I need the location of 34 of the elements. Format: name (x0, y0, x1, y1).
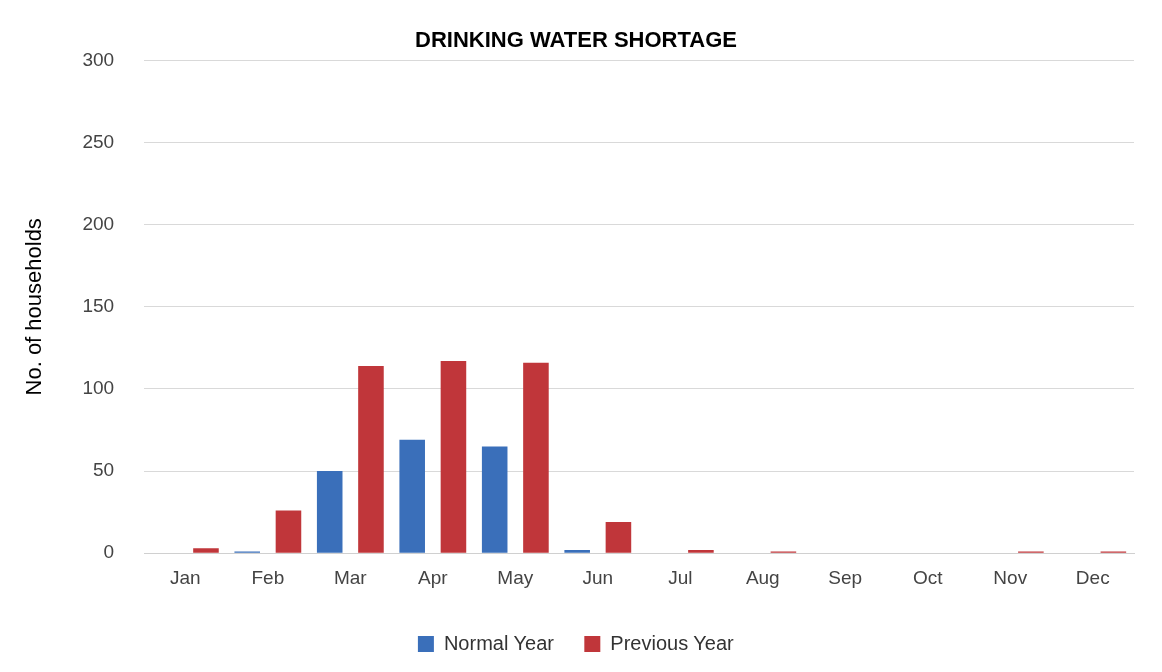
x-tick-label: Oct (912, 566, 944, 588)
x-tick-label: Feb (251, 566, 285, 588)
y-tick-label: 100 (82, 377, 115, 399)
bar (605, 521, 632, 553)
x-tick-label: Dec (1075, 566, 1110, 588)
x-tick-label: Sep (828, 566, 863, 588)
bar (440, 361, 467, 553)
legend-label: Normal Year (443, 631, 555, 654)
x-tick-label: Jul (668, 566, 693, 588)
bar (688, 549, 714, 553)
bar (193, 548, 219, 553)
x-tick-label: Jan (170, 566, 201, 588)
x-tick-label: May (497, 566, 534, 588)
y-tick-label: 200 (82, 212, 115, 234)
y-axis-title: No. of households (21, 218, 47, 396)
y-tick-label: 50 (92, 459, 115, 481)
y-tick-label: 150 (82, 295, 115, 317)
chart-title: DRINKING WATER SHORTAGE (415, 27, 737, 53)
bar (358, 365, 384, 553)
y-tick-label: 250 (82, 130, 115, 152)
x-tick-label: Mar (333, 566, 368, 588)
bar (481, 446, 508, 553)
bar (275, 510, 302, 553)
legend-label: Previous Year (610, 631, 735, 654)
bar (316, 471, 343, 553)
bar (564, 549, 590, 553)
x-tick-label: Apr (418, 566, 449, 588)
bar (399, 439, 425, 553)
x-tick-label: Aug (745, 566, 780, 588)
bar (523, 362, 549, 553)
x-tick-label: Nov (993, 566, 1028, 588)
y-tick-label: 300 (82, 48, 115, 70)
x-tick-label: Jun (582, 566, 614, 588)
y-tick-label: 0 (103, 541, 115, 563)
